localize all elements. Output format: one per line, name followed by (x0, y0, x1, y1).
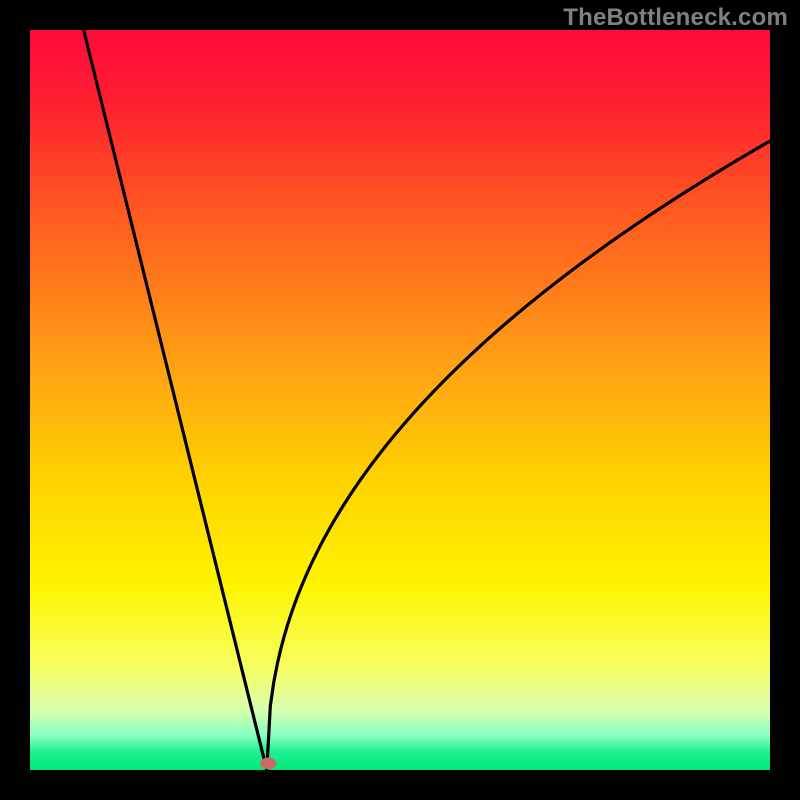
optimum-marker (260, 757, 276, 769)
chart-container: TheBottleneck.com (0, 0, 800, 800)
watermark-text: TheBottleneck.com (563, 4, 788, 32)
plot-area (30, 30, 770, 770)
bottleneck-chart (0, 0, 800, 800)
